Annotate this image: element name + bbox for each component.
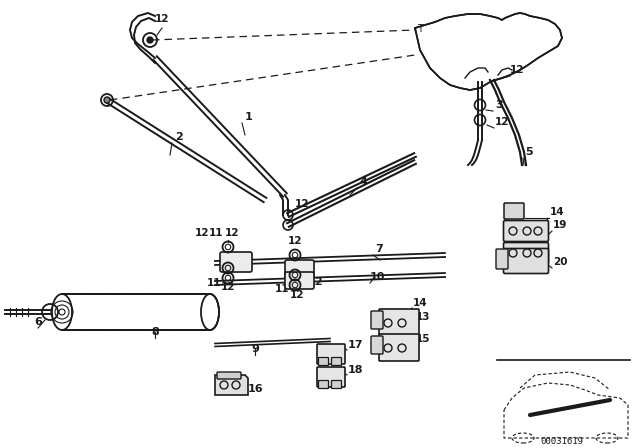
Text: 2: 2 <box>175 132 183 142</box>
FancyBboxPatch shape <box>319 358 328 366</box>
Text: 7: 7 <box>375 244 383 254</box>
Text: 18: 18 <box>348 365 364 375</box>
Text: 5: 5 <box>525 147 532 157</box>
Text: 12: 12 <box>295 199 309 209</box>
Polygon shape <box>504 383 628 438</box>
Text: 12: 12 <box>290 290 304 300</box>
Text: 12: 12 <box>155 14 169 24</box>
Text: 20: 20 <box>553 257 568 267</box>
Circle shape <box>147 37 153 43</box>
Text: 00031619: 00031619 <box>541 437 584 446</box>
Text: 12: 12 <box>195 228 209 238</box>
Circle shape <box>104 97 110 103</box>
FancyBboxPatch shape <box>332 358 342 366</box>
FancyBboxPatch shape <box>319 380 328 388</box>
Text: 11: 11 <box>207 278 221 288</box>
Text: 8: 8 <box>151 327 159 337</box>
Polygon shape <box>415 13 562 90</box>
Text: 11: 11 <box>275 284 289 294</box>
Text: 12: 12 <box>308 277 323 287</box>
FancyBboxPatch shape <box>379 334 419 361</box>
Text: 16: 16 <box>248 384 264 394</box>
FancyBboxPatch shape <box>220 252 252 272</box>
Ellipse shape <box>52 294 72 330</box>
FancyBboxPatch shape <box>332 380 342 388</box>
Text: 14: 14 <box>413 298 428 308</box>
FancyBboxPatch shape <box>504 220 548 241</box>
Text: 6: 6 <box>34 317 42 327</box>
Text: 10: 10 <box>370 272 385 282</box>
Text: 14: 14 <box>550 207 564 217</box>
Text: 15: 15 <box>416 334 431 344</box>
Text: 4: 4 <box>360 177 368 187</box>
Text: 1: 1 <box>245 112 253 122</box>
Text: 17: 17 <box>348 340 364 350</box>
FancyBboxPatch shape <box>317 367 345 387</box>
Text: 3: 3 <box>495 100 502 110</box>
Text: 12: 12 <box>495 117 509 127</box>
Text: 12: 12 <box>225 228 239 238</box>
FancyBboxPatch shape <box>371 336 383 354</box>
FancyBboxPatch shape <box>496 249 508 269</box>
Ellipse shape <box>201 294 219 330</box>
FancyBboxPatch shape <box>217 372 241 379</box>
Text: T: T <box>417 24 423 34</box>
FancyBboxPatch shape <box>504 203 524 219</box>
FancyBboxPatch shape <box>371 311 383 329</box>
FancyBboxPatch shape <box>285 260 314 278</box>
Text: 12: 12 <box>510 65 525 75</box>
Text: 13: 13 <box>416 312 431 322</box>
Text: 9: 9 <box>251 344 259 354</box>
FancyBboxPatch shape <box>504 242 548 263</box>
FancyBboxPatch shape <box>504 249 548 273</box>
FancyBboxPatch shape <box>317 344 345 364</box>
Polygon shape <box>215 375 248 395</box>
Text: 12: 12 <box>288 236 302 246</box>
Text: 19: 19 <box>553 220 568 230</box>
FancyBboxPatch shape <box>285 272 314 289</box>
Text: 11: 11 <box>209 228 223 238</box>
Text: 12: 12 <box>221 282 236 292</box>
FancyBboxPatch shape <box>379 309 419 336</box>
